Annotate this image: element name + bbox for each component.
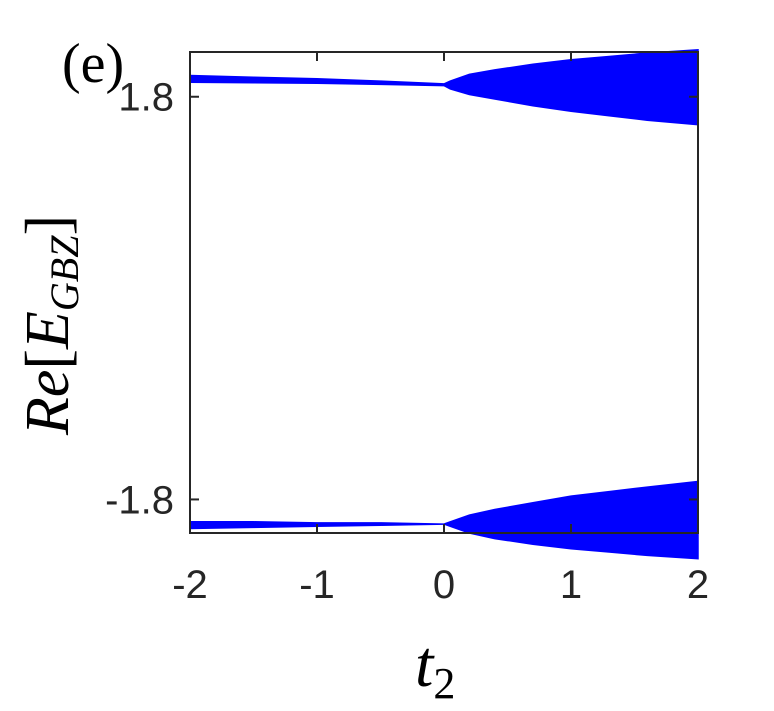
x-tick-label: 1 (560, 563, 582, 607)
x-axis-label: t2 (415, 628, 455, 708)
x-axis-label-sub: 2 (433, 659, 455, 708)
y-axis-label: Re[EGBZ] (14, 215, 87, 436)
band-lower (189, 480, 699, 560)
band-upper (189, 48, 699, 126)
plot-frame (189, 51, 699, 534)
tick-labels-layer: -2 -1 0 1 2 -1.8 1.8 (105, 76, 709, 607)
y-axis-label-bracket-close: ] (14, 215, 82, 236)
y-axis-label-bracket-open: [ (14, 349, 82, 370)
x-tick-label: 0 (433, 563, 455, 607)
y-tick-label: 1.8 (118, 76, 174, 120)
bands-layer (189, 48, 699, 560)
x-tick-label: -1 (299, 563, 335, 607)
x-axis-label-main: t (415, 628, 435, 701)
y-axis-label-symbol: E (14, 311, 82, 350)
panel-label: (e) (62, 33, 124, 95)
y-axis-label-sub: GBZ (42, 235, 87, 311)
x-tick-label: 2 (687, 563, 709, 607)
ticks-layer (189, 52, 699, 533)
y-axis-label-main: Re (14, 370, 82, 436)
y-tick-label: -1.8 (105, 478, 174, 522)
x-tick-label: -2 (172, 563, 208, 607)
